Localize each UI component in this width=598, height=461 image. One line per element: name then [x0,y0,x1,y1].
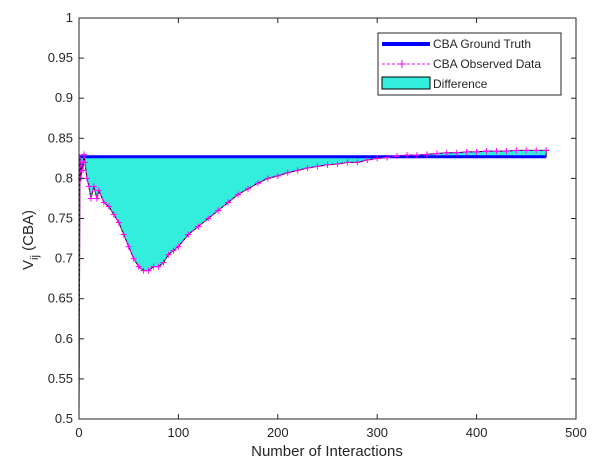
legend-marker-observed [398,60,406,68]
plot-area [77,147,550,420]
observed-data-marker [493,148,500,155]
observed-data-marker [344,159,351,166]
observed-data-marker [170,247,177,254]
ticks: 0 100 200 300 400 500 0.5 0.55 0.6 0.65 0.7 0.75 0.8… [48,10,587,440]
y-tick-label: 1 [66,10,73,25]
observed-data-marker [503,148,510,155]
observed-data-marker [205,215,212,222]
observed-data-marker [100,199,107,206]
y-tick-label: 0.8 [55,170,73,185]
y-tick-label: 0.5 [55,411,73,426]
x-tick-label: 200 [267,425,289,440]
observed-data-marker [185,231,192,238]
y-tick-label: 0.55 [48,371,73,386]
observed-data-marker [324,161,331,168]
observed-data-marker [294,167,301,174]
observed-data-marker [225,199,232,206]
observed-data-marker [95,187,102,194]
observed-data-marker [443,149,450,156]
observed-data-marker [374,155,381,162]
observed-data-marker [235,191,242,198]
observed-data-marker [284,169,291,176]
x-tick-label: 400 [466,425,488,440]
y-tick-label: 0.75 [48,211,73,226]
observed-data-marker [160,259,167,266]
observed-data-marker [423,151,430,158]
y-axis-title: Vij (CBA) [20,210,41,270]
observed-data-marker [314,163,321,170]
observed-data-marker [80,151,87,158]
observed-data-marker [125,243,132,250]
legend-swatch-difference [381,76,431,90]
x-axis-title: Number of Interactions [251,443,403,460]
observed-data-marker [334,160,341,167]
observed-data-marker [483,148,490,155]
observed-data-marker [155,263,162,270]
observed-data-marker [105,203,112,210]
observed-data-marker [274,172,281,179]
observed-data-marker [413,152,420,159]
y-tick-label: 0.6 [55,331,73,346]
x-tick-label: 500 [565,425,587,440]
observed-data-marker [175,243,182,250]
observed-data-marker [90,183,97,190]
observed-data-marker [81,159,88,166]
observed-data-marker [254,180,261,187]
y-axis-title-suffix: (CBA) [20,210,37,255]
legend-label-difference: Difference [433,77,488,91]
observed-data-marker [83,175,90,182]
y-tick-label: 0.65 [48,291,73,306]
observed-data-marker [93,195,100,202]
y-tick-label: 0.85 [48,130,73,145]
observed-data-marker [120,231,127,238]
observed-data-marker [384,154,391,161]
observed-data-marker [145,267,152,274]
observed-data-marker [87,195,94,202]
observed-data-marker [453,149,460,156]
observed-data-marker [533,147,540,154]
y-tick-label: 0.7 [55,251,73,266]
observed-data-marker [244,185,251,192]
legend-label-observed: CBA Observed Data [433,57,541,71]
observed-data-marker [513,147,520,154]
observed-data-marker [473,148,480,155]
legend-label-ground-truth: CBA Ground Truth [433,37,531,51]
y-axis-title-subscript: ij [29,255,41,260]
observed-data-marker [264,175,271,182]
observed-data-marker [135,263,142,270]
observed-data-marker [433,150,440,157]
observed-data-marker [215,207,222,214]
observed-data-marker [523,147,530,154]
x-tick-label: 100 [168,425,190,440]
observed-data-marker [130,255,137,262]
x-tick-label: 0 [75,425,82,440]
x-tick-label: 300 [366,425,388,440]
observed-data-marker [195,223,202,230]
observed-data-marker [463,148,470,155]
observed-data-marker [354,159,361,166]
observed-data-marker [364,156,371,163]
observed-data-marker [115,219,122,226]
observed-data-marker [543,147,550,154]
observed-data-marker [394,152,401,159]
observed-data-marker [79,167,86,174]
observed-data-marker [110,211,117,218]
y-tick-label: 0.9 [55,90,73,105]
y-axis-title-main: V [20,260,37,270]
legend: CBA Ground Truth CBA Observed Data Diffe… [377,32,562,96]
observed-data-marker [404,152,411,159]
observed-data-marker [304,164,311,171]
observed-data-marker [165,251,172,258]
y-tick-label: 0.95 [48,50,73,65]
